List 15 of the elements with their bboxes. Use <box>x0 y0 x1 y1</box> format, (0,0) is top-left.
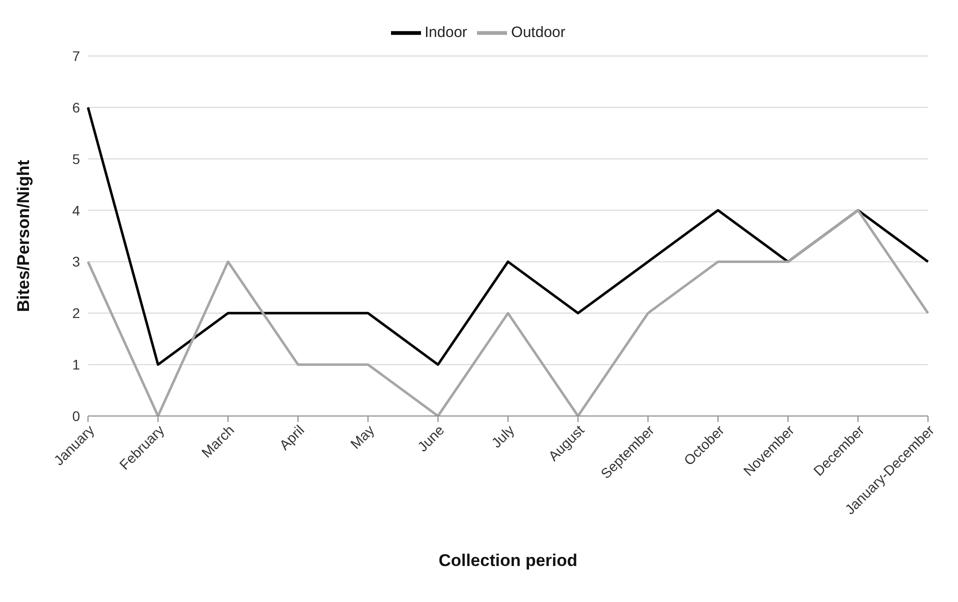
y-tick-label: 7 <box>72 48 80 64</box>
legend-label: Outdoor <box>511 24 566 41</box>
y-tick-label: 4 <box>72 202 80 218</box>
legend-label: Indoor <box>424 24 468 41</box>
x-axis-title: Collection period <box>438 551 578 570</box>
y-tick-label: 3 <box>72 254 80 270</box>
y-axis-title: Bites/Person/Night <box>14 160 34 312</box>
x-tick-label: May <box>347 422 378 452</box>
y-tick-label: 6 <box>72 99 80 116</box>
line-series <box>86 106 930 366</box>
y-tick-label: 1 <box>72 356 80 373</box>
y-tick-label: 0 <box>72 408 80 424</box>
x-tick-label: July <box>488 422 518 451</box>
y-tick-label: 2 <box>72 305 80 322</box>
y-tick-label: 5 <box>72 150 80 167</box>
